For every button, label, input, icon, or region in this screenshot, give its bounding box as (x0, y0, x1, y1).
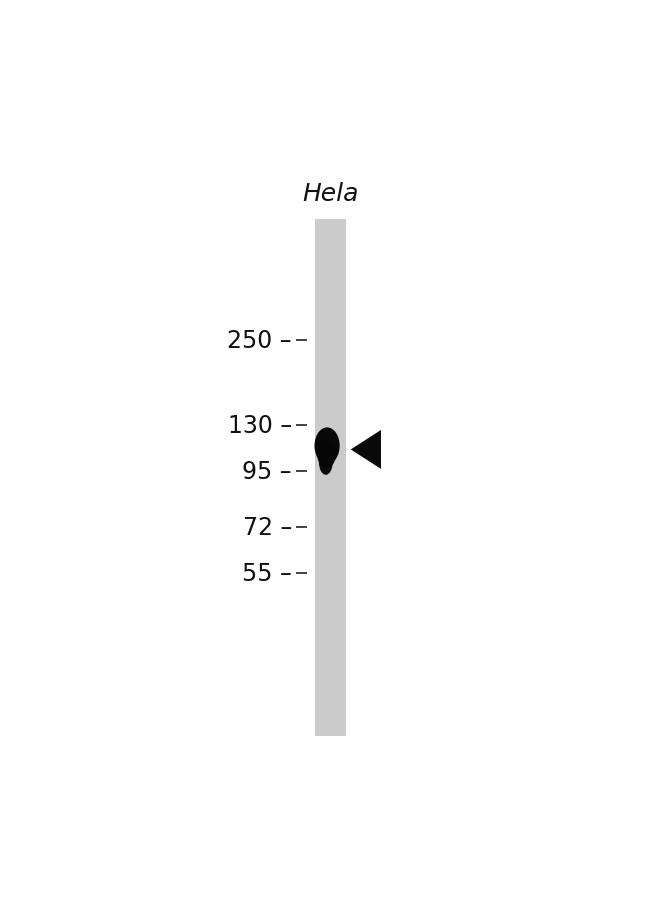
Polygon shape (351, 430, 381, 470)
Text: 72 –: 72 – (242, 516, 292, 539)
Text: 95 –: 95 – (242, 460, 292, 483)
Text: 130 –: 130 – (227, 414, 292, 437)
Text: 250 –: 250 – (227, 328, 292, 352)
Text: 55 –: 55 – (242, 562, 292, 585)
Ellipse shape (315, 428, 340, 465)
Ellipse shape (319, 449, 333, 475)
Text: Hela: Hela (302, 182, 359, 206)
Bar (315, 220, 346, 736)
Ellipse shape (317, 440, 336, 469)
